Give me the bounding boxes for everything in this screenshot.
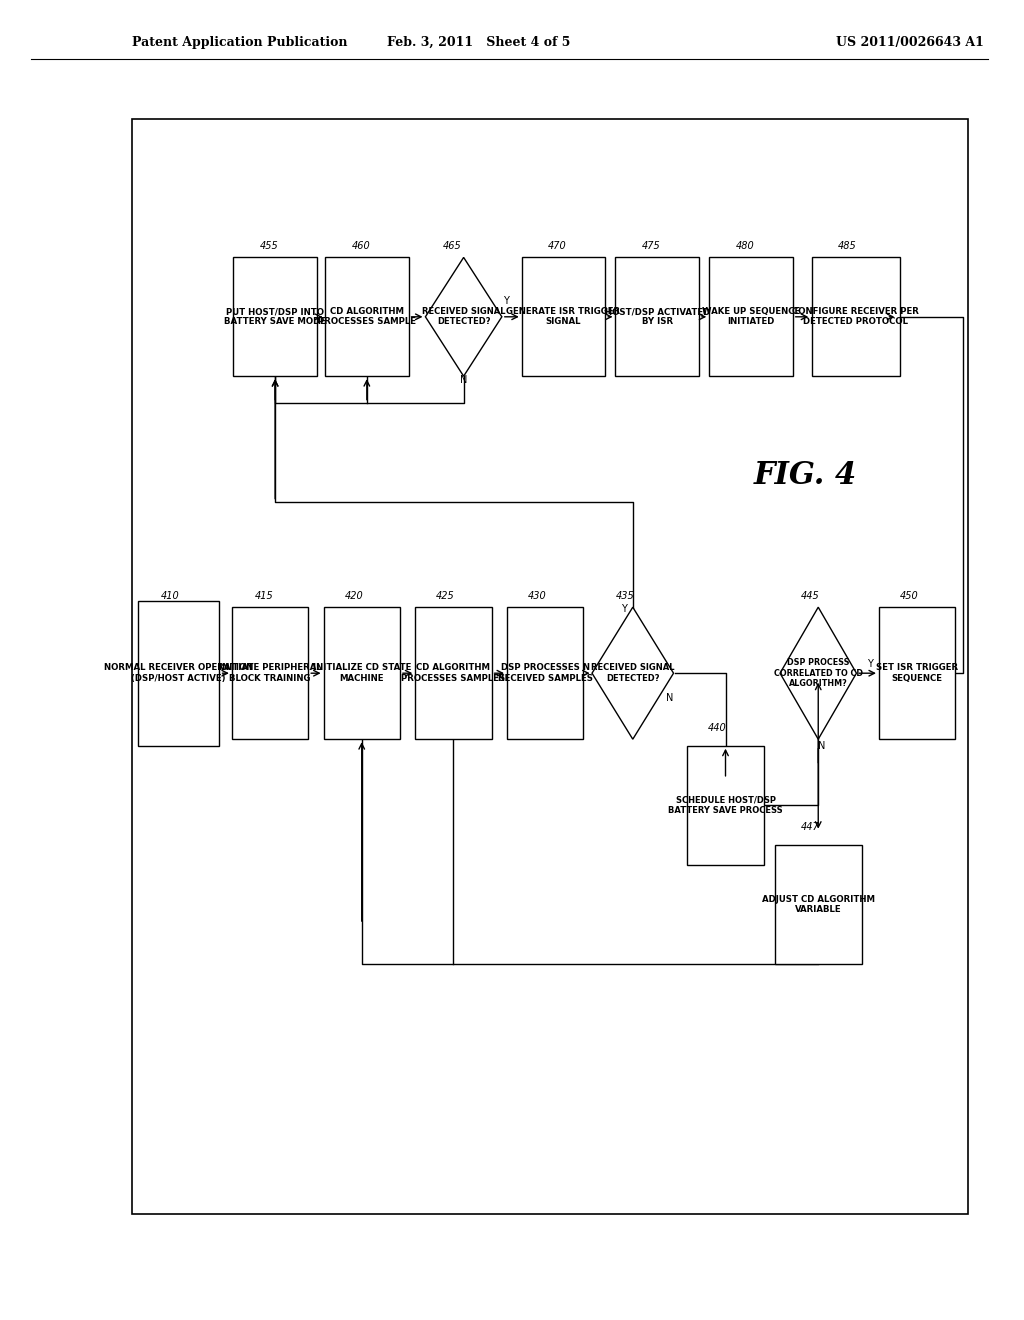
Text: CD ALGORITHM
PROCESSES SAMPLE: CD ALGORITHM PROCESSES SAMPLE — [317, 308, 416, 326]
Text: RECEIVED SIGNAL
DETECTED?: RECEIVED SIGNAL DETECTED? — [591, 664, 675, 682]
Text: INITIATE PERIPHERAL
BLOCK TRAINING: INITIATE PERIPHERAL BLOCK TRAINING — [219, 664, 322, 682]
FancyBboxPatch shape — [879, 607, 955, 739]
FancyBboxPatch shape — [137, 601, 219, 746]
Text: INITIALIZE CD STATE
MACHINE: INITIALIZE CD STATE MACHINE — [312, 664, 411, 682]
Text: 447: 447 — [801, 821, 819, 832]
Text: HOST/DSP ACTIVATED
BY ISR: HOST/DSP ACTIVATED BY ISR — [604, 308, 710, 326]
FancyBboxPatch shape — [615, 257, 699, 376]
Text: Y: Y — [867, 659, 873, 669]
Text: 445: 445 — [801, 590, 819, 601]
Text: Patent Application Publication: Patent Application Publication — [132, 36, 348, 49]
Text: 410: 410 — [161, 590, 180, 601]
Text: N: N — [818, 741, 825, 751]
Text: DSP PROCESSES N
RECEIVED SAMPLES: DSP PROCESSES N RECEIVED SAMPLES — [498, 664, 593, 682]
Text: PUT HOST/DSP INTO
BATTERY SAVE MODE: PUT HOST/DSP INTO BATTERY SAVE MODE — [224, 308, 326, 326]
Text: 430: 430 — [527, 590, 547, 601]
FancyBboxPatch shape — [231, 607, 308, 739]
Text: 465: 465 — [443, 240, 462, 251]
Text: N: N — [666, 693, 673, 704]
FancyBboxPatch shape — [415, 607, 492, 739]
Text: 480: 480 — [735, 240, 755, 251]
Text: 455: 455 — [260, 240, 279, 251]
FancyBboxPatch shape — [775, 845, 861, 964]
FancyBboxPatch shape — [132, 119, 968, 1214]
Text: SET ISR TRIGGER
SEQUENCE: SET ISR TRIGGER SEQUENCE — [876, 664, 958, 682]
Polygon shape — [780, 607, 856, 739]
Polygon shape — [592, 607, 674, 739]
FancyBboxPatch shape — [325, 257, 409, 376]
FancyBboxPatch shape — [521, 257, 605, 376]
Text: 475: 475 — [642, 240, 660, 251]
Text: US 2011/0026643 A1: US 2011/0026643 A1 — [836, 36, 983, 49]
Text: RECEIVED SIGNAL
DETECTED?: RECEIVED SIGNAL DETECTED? — [422, 308, 506, 326]
Text: Y: Y — [621, 603, 627, 614]
FancyBboxPatch shape — [507, 607, 584, 739]
Polygon shape — [425, 257, 502, 376]
Text: SCHEDULE HOST/DSP
BATTERY SAVE PROCESS: SCHEDULE HOST/DSP BATTERY SAVE PROCESS — [669, 796, 782, 814]
Text: ADJUST CD ALGORITHM
VARIABLE: ADJUST CD ALGORITHM VARIABLE — [762, 895, 874, 913]
Text: FIG. 4: FIG. 4 — [754, 459, 857, 491]
Text: NORMAL RECEIVER OPERATION
(DSP/HOST ACTIVE): NORMAL RECEIVER OPERATION (DSP/HOST ACTI… — [103, 664, 253, 682]
Text: CD ALGORITHM
PROCESSES SAMPLES: CD ALGORITHM PROCESSES SAMPLES — [401, 664, 506, 682]
Text: N: N — [460, 375, 467, 385]
Text: 450: 450 — [900, 590, 919, 601]
Text: 425: 425 — [436, 590, 455, 601]
FancyBboxPatch shape — [233, 257, 316, 376]
Text: 420: 420 — [344, 590, 364, 601]
Text: CONFIGURE RECEIVER PER
DETECTED PROTOCOL: CONFIGURE RECEIVER PER DETECTED PROTOCOL — [793, 308, 920, 326]
Text: GENERATE ISR TRIGGER
SIGNAL: GENERATE ISR TRIGGER SIGNAL — [507, 308, 621, 326]
Text: Feb. 3, 2011   Sheet 4 of 5: Feb. 3, 2011 Sheet 4 of 5 — [387, 36, 570, 49]
Text: 440: 440 — [709, 722, 727, 733]
Text: 415: 415 — [255, 590, 273, 601]
FancyBboxPatch shape — [324, 607, 400, 739]
Text: 485: 485 — [838, 240, 856, 251]
Text: DSP PROCESS
CORRELATED TO CD
ALGORITHM?: DSP PROCESS CORRELATED TO CD ALGORITHM? — [774, 659, 863, 688]
Text: 470: 470 — [548, 240, 567, 251]
FancyBboxPatch shape — [812, 257, 900, 376]
FancyBboxPatch shape — [687, 746, 764, 865]
Text: 460: 460 — [351, 240, 371, 251]
FancyBboxPatch shape — [710, 257, 793, 376]
Text: Y: Y — [504, 296, 509, 306]
Text: 435: 435 — [615, 590, 634, 601]
Text: WAKE UP SEQUENCE
INITIATED: WAKE UP SEQUENCE INITIATED — [701, 308, 800, 326]
